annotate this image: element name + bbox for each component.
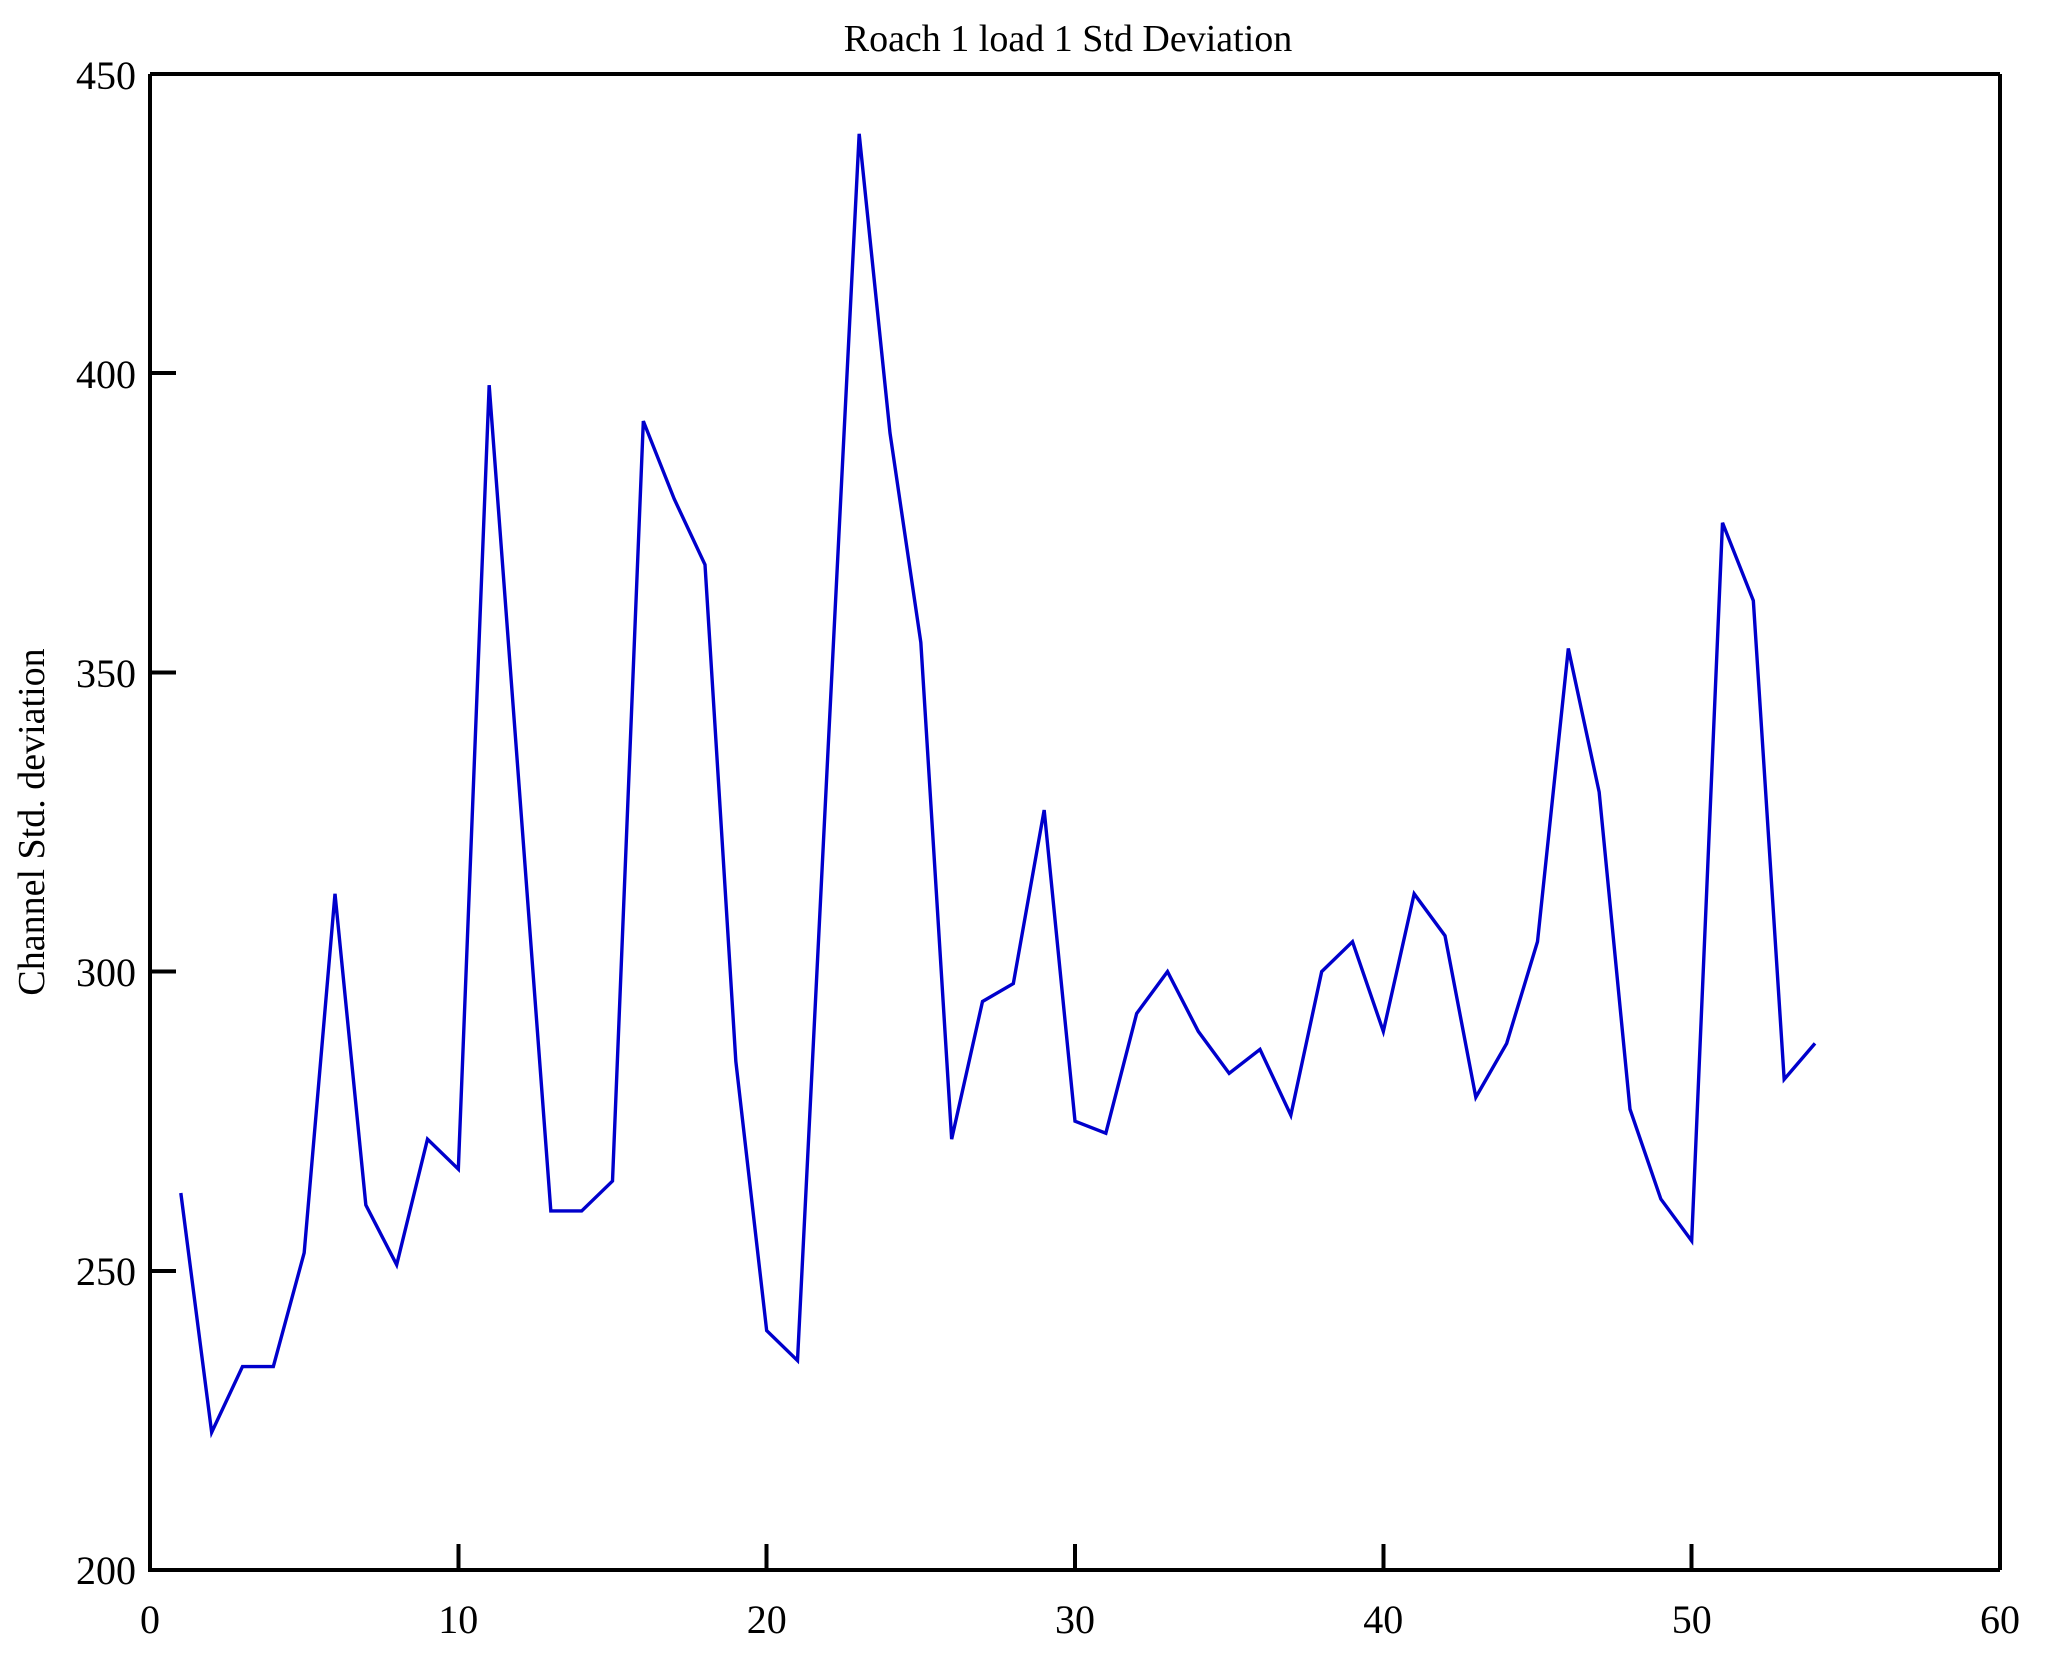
x-axis-ticks — [148, 1544, 2002, 1570]
y-tick-labels: 200 250 300 350 400 450 — [76, 53, 136, 1593]
x-tick-labels: 0 10 20 30 40 50 60 — [140, 1597, 2020, 1642]
x-tick-label-60: 60 — [1980, 1597, 2020, 1642]
x-tick-label-40: 40 — [1363, 1597, 1403, 1642]
x-tick-label-50: 50 — [1672, 1597, 1712, 1642]
plot-frame — [148, 72, 2002, 1572]
y-tick-label-350: 350 — [76, 651, 136, 696]
y-tick-label-450: 450 — [76, 53, 136, 98]
x-tick-label-10: 10 — [438, 1597, 478, 1642]
x-axis-label: Raw Channel No. — [939, 1669, 1210, 1671]
data-series-line — [179, 133, 1817, 1439]
y-axis-ticks — [150, 72, 176, 1572]
y-tick-label-300: 300 — [76, 950, 136, 995]
y-tick-label-400: 400 — [76, 352, 136, 397]
axis-frame-path — [148, 74, 2000, 1572]
y-tick-label-200: 200 — [76, 1548, 136, 1593]
y-tick-label-250: 250 — [76, 1249, 136, 1294]
x-tick-label-20: 20 — [747, 1597, 787, 1642]
x-tick-label-0: 0 — [140, 1597, 160, 1642]
x-tick-label-30: 30 — [1055, 1597, 1095, 1642]
chart-title: Roach 1 load 1 Std Deviation — [844, 18, 1293, 60]
y-axis-label: Channel Std. deviation — [11, 648, 53, 995]
